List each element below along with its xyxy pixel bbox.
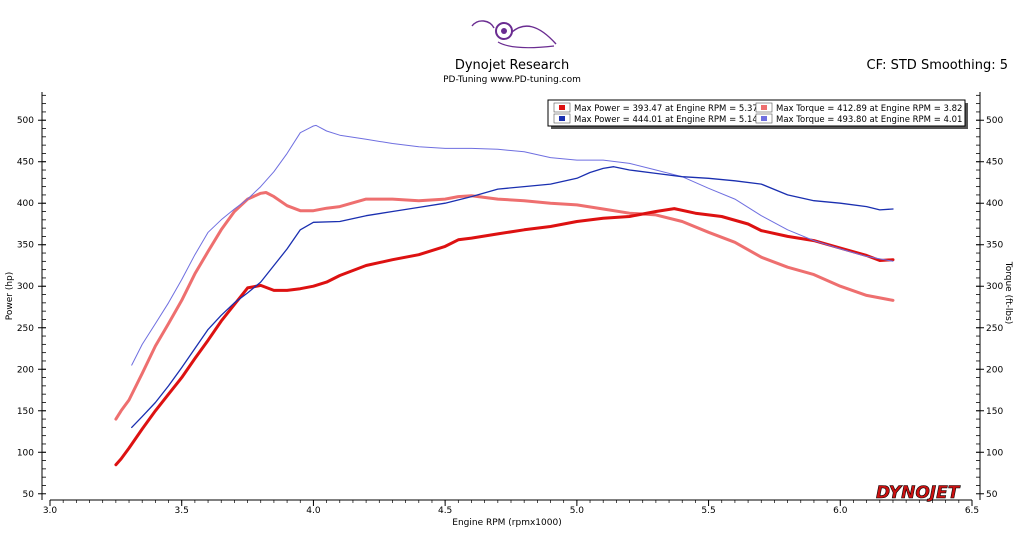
y2-tick-label: 100 [986, 448, 1003, 458]
y2-tick-label: 500 [986, 116, 1003, 126]
y2-axis-label: Torque (ft-lbs) [1003, 261, 1013, 325]
legend-entry: Max Torque = 493.80 at Engine RPM = 4.01 [776, 115, 962, 125]
plot-area [50, 92, 972, 500]
purple-drank-logo [471, 20, 557, 49]
y-tick-label: 350 [17, 241, 34, 251]
y-tick-label: 450 [17, 158, 34, 168]
legend-swatch [559, 105, 565, 110]
y2-tick-label: 450 [986, 158, 1003, 168]
y-axis-label: Power (hp) [5, 272, 15, 321]
y-tick-label: 200 [17, 365, 34, 375]
legend-swatch [761, 116, 767, 121]
legend-entry: Max Torque = 412.89 at Engine RPM = 3.82 [776, 104, 962, 114]
y2-tick-label: 400 [986, 199, 1003, 209]
y-tick-label: 500 [17, 116, 34, 126]
y2-tick-label: 150 [986, 407, 1003, 417]
y-tick-label: 150 [17, 407, 34, 417]
series-line-run1-torque [114, 191, 895, 421]
x-tick-label: 4.0 [306, 506, 321, 516]
x-tick-label: 6.0 [833, 506, 848, 516]
series-line-run1-power [114, 207, 895, 467]
legend-entry: Max Power = 393.47 at Engine RPM = 5.37 [574, 104, 758, 114]
y2-tick-label: 200 [986, 365, 1003, 375]
legend: Max Power = 393.47 at Engine RPM = 5.37 M… [547, 99, 968, 129]
series-layer [114, 124, 895, 467]
y2-tick-label: 250 [986, 324, 1003, 334]
y-tick-label: 100 [17, 448, 34, 458]
y-tick-label: 300 [17, 282, 34, 292]
series-line-run2-torque [131, 124, 894, 366]
x-tick-label: 3.0 [43, 506, 58, 516]
legend-entry: Max Power = 444.01 at Engine RPM = 5.14 [574, 115, 758, 125]
y-tick-label: 250 [17, 324, 34, 334]
x-tick-label: 4.5 [438, 506, 452, 516]
x-tick-label: 3.5 [175, 506, 189, 516]
y2-tick-label: 50 [986, 490, 998, 500]
y2-tick-label: 300 [986, 282, 1003, 292]
series-line-run2-power [131, 166, 894, 429]
chart-subtitle: PD-Tuning www.PD-tuning.com [443, 75, 581, 85]
x-tick-label: 6.5 [965, 506, 979, 516]
x-tick-label: 5.0 [570, 506, 585, 516]
x-axis-label: Engine RPM (rpmx1000) [452, 518, 561, 528]
legend-swatch [761, 105, 767, 110]
y-tick-label: 50 [23, 490, 35, 500]
y-tick-label: 400 [17, 199, 34, 209]
x-tick-label: 5.5 [701, 506, 715, 516]
y2-tick-label: 350 [986, 241, 1003, 251]
settings-readout: CF: STD Smoothing: 5 [866, 58, 1008, 73]
chart-title: Dynojet Research [454, 58, 570, 73]
dynojet-brand: DYNOJET [876, 483, 961, 503]
legend-swatch [559, 116, 565, 121]
